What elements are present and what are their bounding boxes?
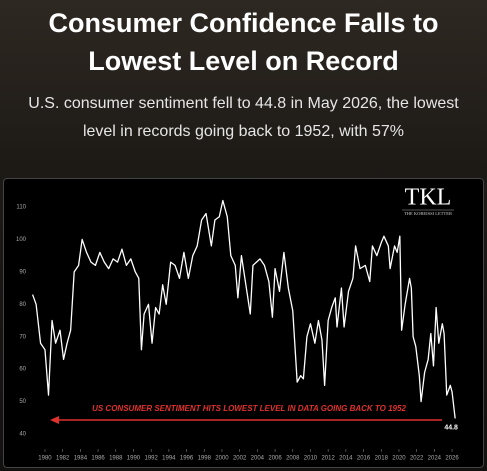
x-tick-label: 1986 (91, 456, 105, 462)
x-tick-label: 2026 (445, 456, 459, 462)
y-tick-label: 100 (16, 237, 27, 243)
x-tick-label: 2022 (410, 456, 424, 462)
y-tick-label: 40 (19, 432, 26, 438)
logo-mark: TKL (405, 185, 452, 211)
y-tick-label: 70 (19, 334, 26, 340)
y-tick-label: 110 (16, 205, 26, 211)
chart: TKL THE KOBEISSI LETTER US CONSUMER SENT… (3, 178, 484, 468)
x-tick-label: 1980 (38, 456, 52, 462)
x-tick-label: 2020 (392, 456, 406, 462)
x-tick-label: 1982 (56, 456, 70, 462)
x-tick-label: 2000 (215, 456, 229, 462)
x-tick-label: 2006 (268, 456, 282, 462)
x-tick-label: 1992 (144, 456, 158, 462)
series-line (31, 199, 456, 419)
subtitle: U.S. consumer sentiment fell to 44.8 in … (28, 95, 459, 140)
x-tick-label: 1998 (198, 456, 212, 462)
x-tick-label: 1994 (162, 456, 176, 462)
y-tick-label: 90 (19, 269, 26, 275)
title-box: Consumer Confidence Falls to Lowest Leve… (0, 4, 487, 80)
logo-name: THE KOBEISSI LETTER (404, 211, 452, 216)
arrow-head (50, 416, 59, 424)
x-tick-label: 2002 (233, 456, 247, 462)
x-tick-label: 2016 (357, 456, 371, 462)
annotation: US CONSUMER SENTIMENT HITS LOWEST LEVEL … (92, 404, 406, 413)
x-tick-label: 1984 (74, 456, 88, 462)
subtitle-box: U.S. consumer sentiment fell to 44.8 in … (0, 90, 487, 146)
x-tick-label: 2004 (251, 456, 265, 462)
x-tick-label: 2010 (304, 456, 318, 462)
y-tick-label: 80 (19, 302, 26, 308)
x-tick-label: 1988 (109, 456, 123, 462)
y-tick-label: 60 (19, 367, 26, 373)
x-tick-label: 2008 (286, 456, 300, 462)
x-tick-label: 2014 (339, 456, 353, 462)
title: Consumer Confidence Falls to Lowest Leve… (48, 8, 439, 76)
y-tick-label: 50 (19, 399, 26, 405)
x-tick-label: 1990 (127, 456, 141, 462)
x-tick-label: 1996 (180, 456, 194, 462)
x-tick-label: 2024 (428, 456, 442, 462)
x-tick-label: 2018 (375, 456, 389, 462)
x-tick-label: 2012 (321, 456, 335, 462)
end-value-label: 44.8 (444, 424, 458, 431)
